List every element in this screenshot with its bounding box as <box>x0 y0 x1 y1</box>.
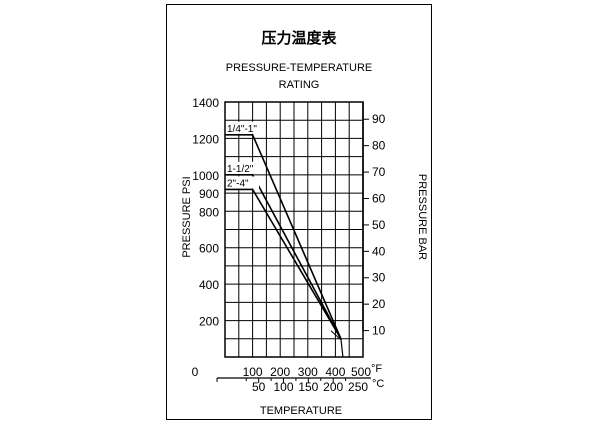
y-tick-label-right: 60 <box>372 191 386 205</box>
x-tick-label-c: 100 <box>273 380 293 394</box>
series-endpoint-hook <box>330 330 342 341</box>
x-unit-label-c: °C <box>372 378 384 390</box>
x-tick-label-f: 300 <box>298 365 318 379</box>
y-tick-label-left: 1400 <box>192 96 219 110</box>
x-tick-label-c: 250 <box>348 380 368 394</box>
chart-subtitle-line-2: RATING <box>279 79 320 91</box>
series-label-background <box>226 176 259 189</box>
y-axis-label-right: PRESSURE BAR <box>416 174 428 260</box>
y-tick-label-right: 90 <box>372 112 386 126</box>
y-tick-label-left: 400 <box>199 278 219 292</box>
y-tick-label-left: 200 <box>199 315 219 329</box>
rating-card: 压力温度表 PRESSURE-TEMPERATURE RATING PRESSU… <box>166 4 432 420</box>
series-label-background <box>226 121 259 134</box>
y-tick-label-right: 70 <box>372 165 386 179</box>
y-tick-label-left: 600 <box>199 242 219 256</box>
series-line <box>225 133 342 340</box>
series-line <box>225 174 342 340</box>
x-unit-label-f: °F <box>371 363 382 375</box>
series-label: 1/4"-1" <box>227 124 257 135</box>
y-tick-label-left: 800 <box>199 205 219 219</box>
x-tick-label-f: 200 <box>270 365 290 379</box>
pressure-temperature-chart: 压力温度表 PRESSURE-TEMPERATURE RATING PRESSU… <box>181 29 428 417</box>
y-tick-label-left: 900 <box>199 187 219 201</box>
series-label-background <box>226 161 259 174</box>
x-axis-label: TEMPERATURE <box>260 405 342 417</box>
series-line <box>225 188 342 340</box>
y-axis-label-left: PRESSURE PSI <box>181 176 193 257</box>
y-tick-label-right: 50 <box>372 218 386 232</box>
series-label: 2"-4" <box>227 178 249 189</box>
x-tick-label-c: 200 <box>323 380 343 394</box>
y-tick-label-right: 20 <box>372 297 386 311</box>
chart-subtitle-line-1: PRESSURE-TEMPERATURE <box>226 62 372 74</box>
chart-title: 压力温度表 <box>261 29 337 47</box>
x-tick-label-f: 0 <box>192 365 199 379</box>
x-tick-label-f: 400 <box>325 365 345 379</box>
y-tick-label-left: 1200 <box>192 132 219 146</box>
y-tick-label-right: 30 <box>372 271 386 285</box>
x-tick-label-c: 50 <box>252 380 266 394</box>
y-tick-label-right: 10 <box>372 324 386 338</box>
series-endpoint-drop <box>340 338 344 358</box>
x-tick-label-f: 500 <box>351 365 371 379</box>
y-tick-label-right: 40 <box>372 244 386 258</box>
y-tick-label-right: 80 <box>372 139 386 153</box>
series-label: 1-1/2" <box>227 164 254 175</box>
y-tick-label-left: 1000 <box>192 169 219 183</box>
x-tick-label-f: 100 <box>243 365 263 379</box>
x-tick-label-c: 150 <box>298 380 318 394</box>
